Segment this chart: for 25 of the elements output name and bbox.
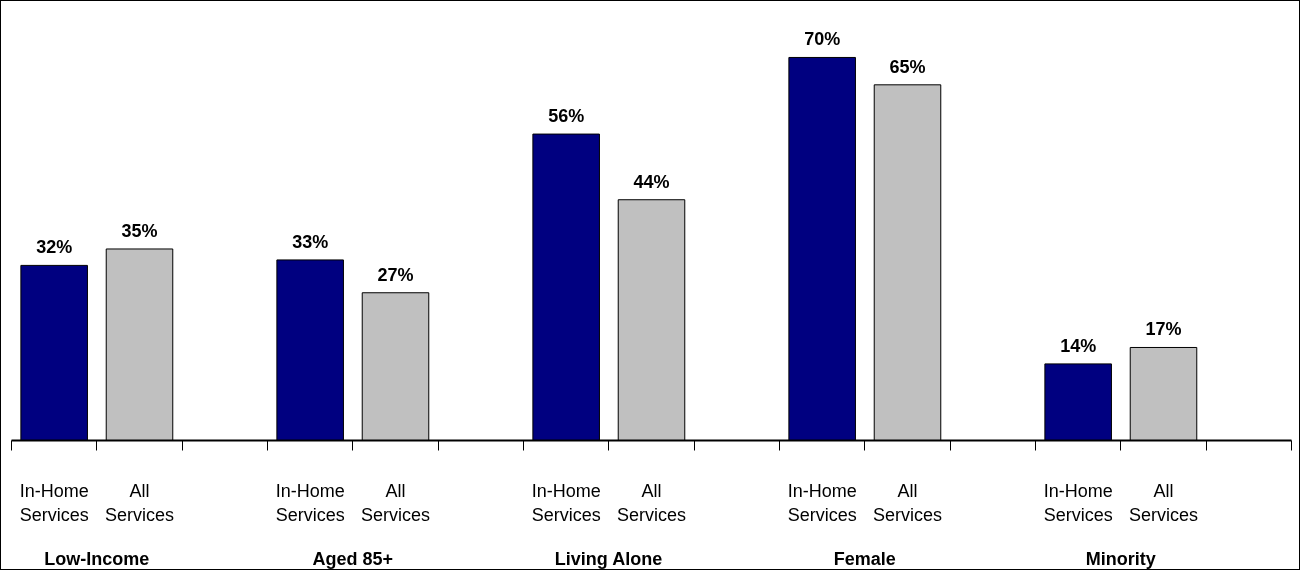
text: In-Home Services [531, 480, 601, 525]
data-label: 35% [121, 220, 158, 241]
text: In-Home Services [787, 480, 857, 525]
x-tick-label: Minority [1085, 548, 1156, 569]
data-label: 65% [889, 56, 926, 77]
data-label: 32% [36, 237, 73, 258]
text: All Services [616, 480, 687, 525]
data-label: 14% [1060, 335, 1097, 356]
x-tick-label: Female [833, 548, 896, 569]
x-tick-label: Low-Income [44, 548, 150, 569]
text: In-Home Services [19, 480, 89, 525]
data-label: 33% [292, 231, 329, 252]
data-label: 44% [633, 171, 670, 192]
text: All Services [360, 480, 431, 525]
text: In-Home Services [1043, 480, 1113, 525]
x-tick-label: Living Alone [554, 548, 663, 569]
data-label: 17% [1145, 319, 1182, 340]
data-label: 27% [377, 264, 414, 285]
data-label: 56% [548, 106, 585, 127]
text: All Services [872, 480, 943, 525]
text: All Services [104, 480, 175, 525]
text: All Services [1128, 480, 1199, 525]
x-tick-label: Aged 85+ [312, 548, 394, 569]
data-label: 70% [804, 29, 841, 50]
text: In-Home Services [275, 480, 345, 525]
